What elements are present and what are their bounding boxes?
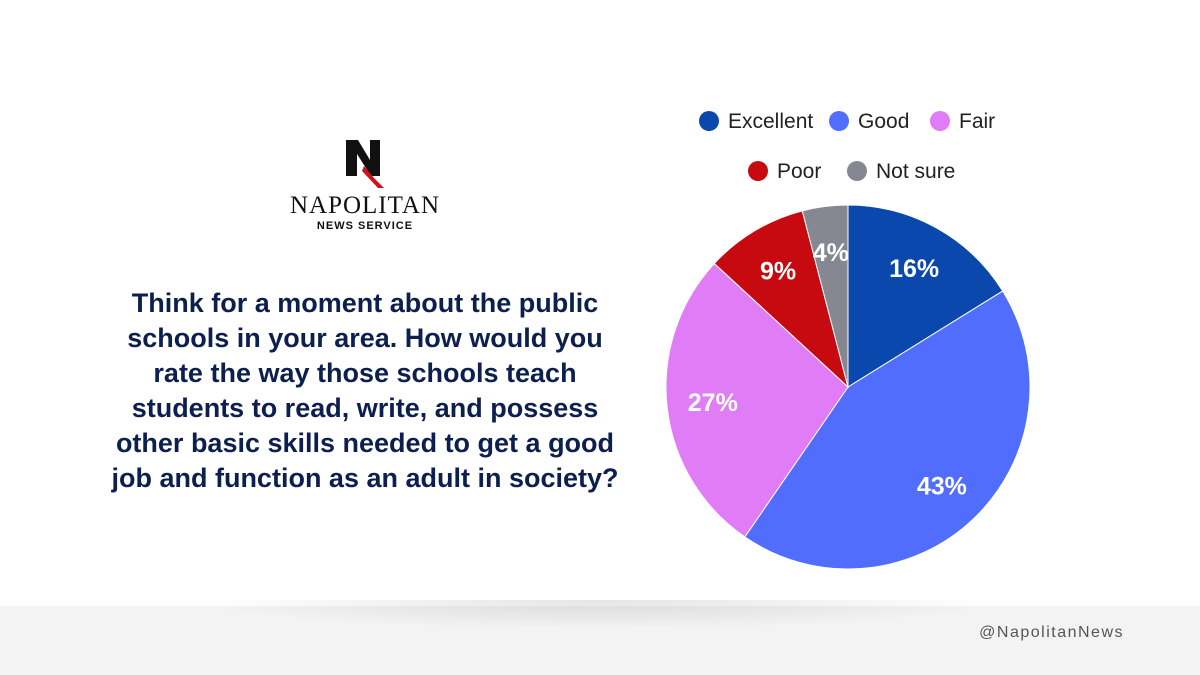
- pie-chart: Excellent Good Fair Poor Not sure 16% 43% 27% 9…: [665, 110, 1031, 570]
- legend-label-not-sure: Not sure: [876, 160, 955, 183]
- pie-slice-excellent: [847, 204, 1004, 388]
- legend-label-poor: Poor: [777, 160, 821, 183]
- napolitan-n-icon: [346, 140, 384, 188]
- survey-question: Think for a moment about the public scho…: [111, 288, 619, 493]
- pie-slice-poor: [713, 210, 849, 389]
- slice-label-fair: 27%: [688, 389, 738, 417]
- pie-slices: [665, 204, 1031, 570]
- legend-label-fair: Fair: [959, 110, 995, 133]
- pie-slice-fair: [665, 262, 849, 538]
- slice-labels: 16% 43% 27% 9% 4%: [688, 239, 967, 500]
- social-handle: @NapolitanNews: [979, 624, 1124, 641]
- legend-swatch-poor: [748, 161, 768, 181]
- legend-label-good: Good: [858, 110, 909, 133]
- slice-label-not-sure: 4%: [813, 239, 849, 267]
- card-shadow: [190, 600, 1010, 630]
- brand-subtitle: NEWS SERVICE: [316, 220, 414, 232]
- legend-swatch-fair: [930, 111, 950, 131]
- slice-label-excellent: 16%: [889, 255, 939, 283]
- legend-label-excellent: Excellent: [728, 110, 813, 133]
- legend-swatch-excellent: [699, 111, 719, 131]
- slice-label-poor: 9%: [760, 257, 796, 285]
- chart-legend: Excellent Good Fair Poor Not sure: [699, 110, 995, 183]
- brand-name: NAPOLITAN: [289, 192, 441, 219]
- slice-label-good: 43%: [917, 472, 967, 500]
- pie-slice-not-sure: [801, 204, 849, 388]
- legend-swatch-not-sure: [847, 161, 867, 181]
- legend-swatch-good: [829, 111, 849, 131]
- pie-slice-good: [744, 290, 1031, 570]
- napolitan-logo: NAPOLITAN NEWS SERVICE: [280, 138, 450, 232]
- infographic-card: NAPOLITAN NEWS SERVICE Think for a momen…: [0, 0, 1200, 606]
